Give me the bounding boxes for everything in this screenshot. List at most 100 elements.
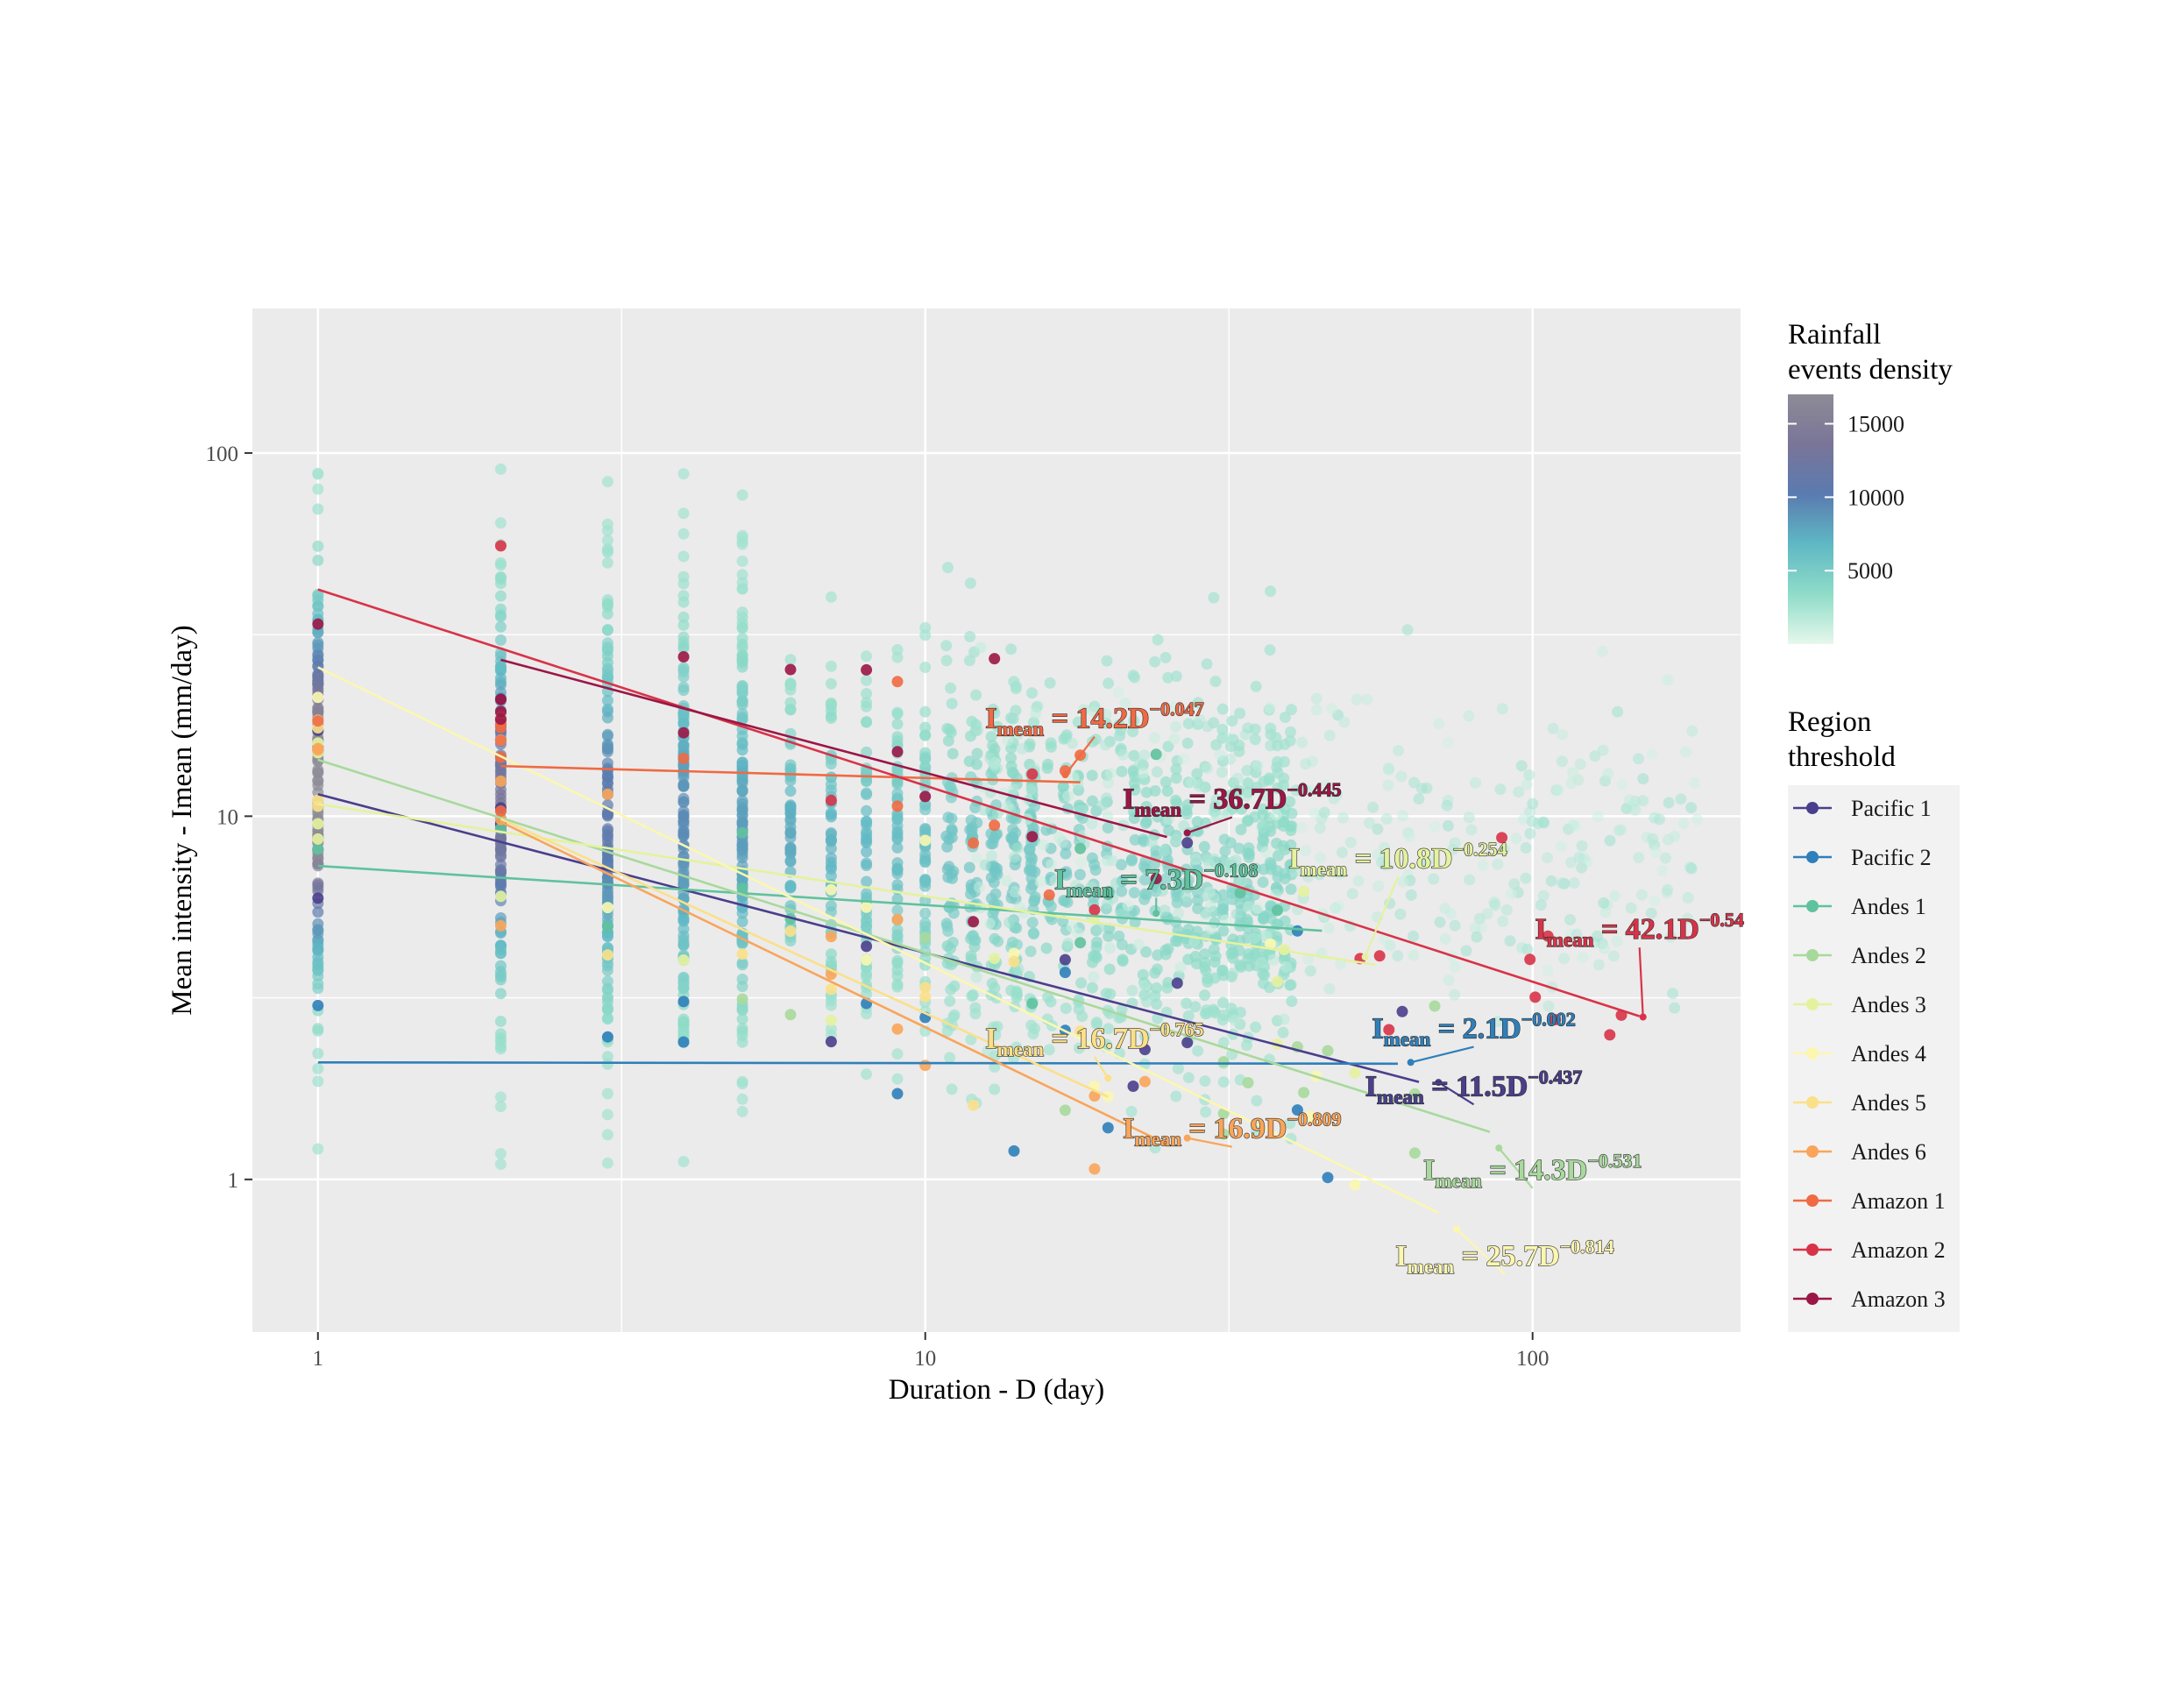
scatter-point-791 bbox=[861, 875, 873, 888]
scatter-point-1916 bbox=[1170, 834, 1182, 847]
scatter-point-853 bbox=[891, 718, 904, 730]
scatter-point-1411 bbox=[1159, 651, 1172, 663]
scatter-point-1962 bbox=[1542, 964, 1554, 976]
scatter-point-2041 bbox=[1599, 906, 1612, 918]
scatter-point-345 bbox=[601, 535, 613, 547]
scatter-point-1304 bbox=[1100, 988, 1112, 1000]
scatter-point-2181 bbox=[825, 1036, 837, 1048]
scatter-point-918 bbox=[919, 753, 932, 765]
scatter-point-2112 bbox=[974, 882, 985, 893]
scatter-point-1213 bbox=[1041, 762, 1053, 775]
scatter-point-449 bbox=[677, 571, 690, 583]
scatter-point-101 bbox=[312, 540, 324, 552]
scatter-point-2235 bbox=[989, 953, 1001, 965]
scatter-point-80 bbox=[312, 468, 324, 480]
scatter-point-1880 bbox=[1547, 722, 1559, 734]
scatter-point-1287 bbox=[1087, 956, 1098, 968]
scatter-point-242 bbox=[494, 968, 507, 981]
scatter-point-620 bbox=[736, 739, 748, 751]
scatter-point-1506 bbox=[1201, 658, 1213, 670]
density-tick-label-1: 10000 bbox=[1847, 485, 1904, 510]
scatter-point-2284 bbox=[494, 805, 507, 817]
scatter-point-807 bbox=[861, 971, 873, 983]
legend-dot-pacific-2 bbox=[1806, 851, 1819, 863]
scatter-point-2109 bbox=[1571, 928, 1583, 940]
scatter-point-1975 bbox=[1473, 912, 1486, 925]
scatter-point-2072 bbox=[1477, 859, 1489, 871]
scatter-point-1577 bbox=[1233, 842, 1245, 854]
scatter-point-2202 bbox=[601, 920, 613, 932]
scatter-point-2300 bbox=[1496, 832, 1508, 844]
scatter-point-2203 bbox=[1234, 887, 1246, 899]
scatter-point-1566 bbox=[1224, 837, 1237, 849]
scatter-point-2220 bbox=[1242, 1077, 1254, 1088]
scatter-point-453 bbox=[677, 528, 690, 540]
scatter-point-1174 bbox=[1027, 927, 1039, 939]
scatter-point-2121 bbox=[1248, 932, 1260, 944]
scatter-point-2177 bbox=[1171, 977, 1183, 989]
scatter-point-806 bbox=[861, 916, 873, 928]
scatter-point-1524 bbox=[1208, 592, 1220, 604]
fit-line-pacific-2 bbox=[317, 1060, 1398, 1066]
equation-leader-tip-pacific-1 bbox=[1435, 1079, 1443, 1087]
scatter-point-2159 bbox=[1202, 854, 1214, 866]
scatter-point-1821 bbox=[1408, 949, 1420, 961]
scatter-point-1463 bbox=[1181, 878, 1193, 889]
scatter-point-698 bbox=[784, 826, 797, 838]
scatter-point-2260 bbox=[825, 983, 837, 996]
scatter-point-2271 bbox=[494, 919, 507, 932]
scatter-point-1839 bbox=[1379, 841, 1391, 854]
scatter-point-1882 bbox=[1520, 872, 1532, 884]
scatter-point-1809 bbox=[1100, 708, 1112, 720]
scatter-point-950 bbox=[944, 1052, 956, 1064]
scatter-point-1946 bbox=[1351, 693, 1363, 705]
scatter-point-1278 bbox=[1090, 1017, 1103, 1029]
scatter-point-2216 bbox=[784, 1009, 797, 1021]
scatter-point-1823 bbox=[1413, 793, 1425, 805]
scatter-point-1177 bbox=[1026, 917, 1039, 929]
scatter-point-812 bbox=[861, 816, 873, 828]
scatter-point-2168 bbox=[1103, 777, 1115, 789]
scatter-point-2234 bbox=[494, 890, 507, 903]
scatter-point-256 bbox=[494, 609, 507, 621]
scatter-point-1680 bbox=[1263, 982, 1275, 994]
scatter-point-1379 bbox=[1149, 1142, 1161, 1154]
scatter-point-914 bbox=[919, 629, 932, 641]
scatter-point-1984 bbox=[1429, 820, 1441, 833]
scatter-point-800 bbox=[861, 826, 873, 838]
scatter-point-492 bbox=[677, 666, 690, 678]
fit-line-andes-2 bbox=[317, 758, 1491, 1133]
scatter-point-1989 bbox=[1067, 737, 1078, 749]
scatter-point-2056 bbox=[1367, 801, 1379, 813]
scatter-point-2167 bbox=[1222, 862, 1234, 875]
scatter-point-2195 bbox=[1291, 925, 1303, 937]
scatter-point-505 bbox=[677, 816, 690, 827]
scatter-point-1565 bbox=[1225, 1003, 1237, 1015]
legend-label-andes-1: Andes 1 bbox=[1851, 894, 1926, 919]
scatter-point-483 bbox=[677, 875, 690, 888]
scatter-point-2258 bbox=[919, 990, 932, 1003]
scatter-point-379 bbox=[601, 834, 613, 847]
scatter-point-861 bbox=[891, 826, 904, 838]
scatter-point-1851 bbox=[1170, 720, 1181, 733]
scatter-point-2321 bbox=[784, 663, 797, 676]
scatter-point-1393 bbox=[1152, 1012, 1164, 1024]
scatter-point-2270 bbox=[1138, 1075, 1151, 1088]
scatter-point-1906 bbox=[1194, 713, 1206, 726]
scatter-point-2083 bbox=[1637, 773, 1649, 785]
scatter-point-2039 bbox=[1220, 914, 1231, 926]
scatter-point-355 bbox=[601, 624, 613, 636]
scatter-point-467 bbox=[677, 507, 690, 520]
scatter-point-2178 bbox=[1127, 1081, 1139, 1092]
scatter-point-1237 bbox=[1057, 780, 1069, 792]
scatter-point-610 bbox=[736, 489, 748, 501]
scatter-point-1935 bbox=[1535, 899, 1547, 911]
scatter-point-1368 bbox=[1138, 1030, 1151, 1042]
legend-label-amazon-2: Amazon 2 bbox=[1851, 1237, 1946, 1263]
scatter-point-2012 bbox=[1265, 740, 1277, 752]
scatter-point-751 bbox=[825, 660, 837, 672]
scatter-point-348 bbox=[601, 740, 613, 752]
scatter-point-2001 bbox=[1625, 902, 1637, 914]
scatter-point-2158 bbox=[1158, 845, 1170, 857]
scatter-point-247 bbox=[494, 672, 507, 684]
